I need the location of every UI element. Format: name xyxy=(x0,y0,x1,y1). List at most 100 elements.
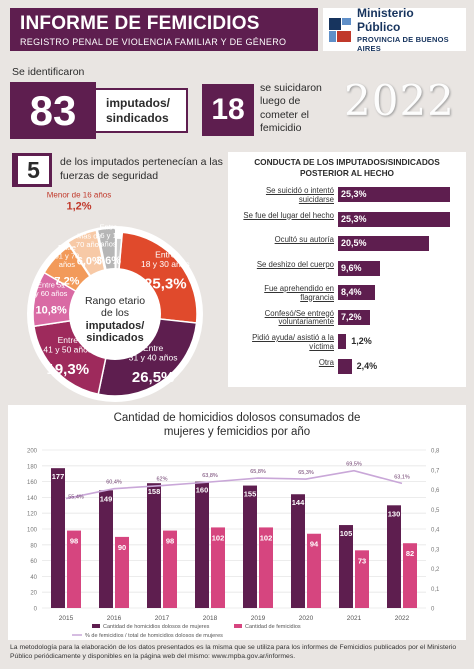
y-tick-left: 180 xyxy=(27,464,38,470)
x-tick: 2020 xyxy=(299,615,314,622)
conduct-label: Se deshizo del cuerpo xyxy=(256,259,334,269)
pie-slice-value: 19,3% xyxy=(47,361,90,378)
conduct-bar: 8,4% xyxy=(338,285,376,300)
y-tick-right: 0,3 xyxy=(431,547,440,553)
pie-slice-label: Entre xyxy=(58,335,79,345)
x-tick: 2022 xyxy=(395,615,410,622)
femicide-bar-label: 98 xyxy=(70,537,78,546)
y-tick-right: 0,6 xyxy=(431,488,440,494)
conduct-bar: 20,5% xyxy=(338,236,429,251)
conduct-value: 2,4% xyxy=(354,358,380,374)
conduct-label: Se fue del lugar del hecho xyxy=(243,210,334,220)
conduct-row: Se deshizo del cuerpo 9,6% xyxy=(228,260,466,278)
legend-label: Cantidad de homicidios dolosos de mujere… xyxy=(103,624,210,630)
y-tick-right: 0,7 xyxy=(431,468,440,474)
homicide-bar xyxy=(339,525,353,608)
femicide-bar xyxy=(115,536,129,608)
legend-label: Cantidad de femicidios xyxy=(245,624,301,630)
femicide-bar xyxy=(211,527,225,608)
conduct-row: Se fue del lugar del hecho 25,3% xyxy=(228,211,466,229)
pie-slice-label: 70 años xyxy=(76,240,103,249)
suicides-count: 18 xyxy=(202,84,254,136)
percentage-label: 55,4% xyxy=(68,495,84,501)
femicide-bar xyxy=(355,550,369,608)
homicide-bar-label: 158 xyxy=(148,487,161,496)
conduct-value: 1,2% xyxy=(349,334,374,349)
percentage-label: 63,1% xyxy=(394,474,410,480)
homicides-chart-card: Cantidad de homicidios dolosos consumado… xyxy=(8,405,466,640)
x-tick: 2021 xyxy=(347,615,362,622)
conduct-title: CONDUCTA DE LOS IMPUTADOS/SINDICADOS POS… xyxy=(228,157,466,179)
report-header: INFORME DE FEMICIDIOS REGISTRO PENAL DE … xyxy=(10,8,318,51)
accused-label: imputados/ sindicados xyxy=(106,95,171,125)
femicide-bar xyxy=(259,527,273,608)
ministry-province: PROVINCIA DE BUENOS AIRES xyxy=(357,35,449,53)
pie-slice-label: 31 y 40 años xyxy=(129,353,178,363)
pie-slice-label: Entre xyxy=(155,249,176,259)
pie-slice-label: Entre 51 xyxy=(37,280,65,289)
y-tick-right: 0,8 xyxy=(431,449,440,455)
pie-center xyxy=(69,268,161,360)
femicide-bar xyxy=(307,533,321,608)
suicides-label: se suicidaron luego de cometer el femici… xyxy=(260,82,322,134)
ministry-emblem-icon xyxy=(329,17,351,42)
homicide-bar-label: 160 xyxy=(196,486,209,495)
percentage-label: 62% xyxy=(156,477,167,483)
pie-slice-value: 10,8% xyxy=(36,304,67,316)
pie-slice-value: 7,2% xyxy=(54,276,79,288)
conduct-row: Confesó/Se entregó voluntariamente 7,2% xyxy=(228,309,466,327)
conduct-value: 20,5% xyxy=(341,238,367,248)
pie-slice-label: Más de xyxy=(77,232,102,241)
percentage-label: 65,3% xyxy=(298,470,314,476)
homicide-bar xyxy=(195,481,209,608)
legend-label: % de femicidios / total de homicidios do… xyxy=(85,633,223,639)
legend-swatch xyxy=(234,624,242,628)
conduct-bar: 25,3% xyxy=(338,187,450,202)
x-tick: 2017 xyxy=(155,615,170,622)
y-tick-left: 0 xyxy=(34,607,38,613)
pie-slice-label: años xyxy=(100,240,117,249)
conduct-value: 25,3% xyxy=(341,189,367,199)
femicide-bar-label: 102 xyxy=(212,533,225,542)
homicides-chart-title: Cantidad de homicidios dolosos consumado… xyxy=(113,412,361,438)
percentage-label: 60,4% xyxy=(106,480,122,486)
homicide-bar-label: 130 xyxy=(388,509,401,518)
ministry-logo: Ministerio Público PROVINCIA DE BUENOS A… xyxy=(323,6,466,53)
femicide-bar xyxy=(67,530,81,608)
conduct-title-line1: CONDUCTA DE LOS IMPUTADOS/SINDICADOS xyxy=(254,157,440,167)
pie-slice-label: Menor de 16 años xyxy=(47,192,112,200)
conduct-label: Fue aprehendido en flagrancia xyxy=(264,284,334,302)
percentage-line xyxy=(65,469,403,500)
pie-center-line3: imputados/ xyxy=(86,320,145,332)
pie-slice-label: 41 y 50 años xyxy=(43,345,92,355)
femicide-bar-label: 73 xyxy=(358,556,366,565)
y-tick-right: 0 xyxy=(431,607,435,613)
conduct-title-line2: POSTERIOR AL HECHO xyxy=(299,168,395,178)
pie-slice-label: Entre xyxy=(58,243,76,252)
homicide-bar-label: 155 xyxy=(244,490,257,499)
conduct-value: 9,6% xyxy=(341,262,362,273)
percentage-label: 69,5% xyxy=(346,462,362,468)
femicide-bar-label: 98 xyxy=(166,537,174,546)
homicide-bar xyxy=(387,505,401,608)
footer-note: La metodología para la elaboración de lo… xyxy=(10,644,457,660)
y-tick-right: 0,2 xyxy=(431,567,440,573)
accused-label-wrap: imputados/ sindicados xyxy=(96,88,188,133)
homicide-bar xyxy=(51,468,65,608)
percentage-label: 65,8% xyxy=(250,469,266,475)
pie-center-line1: Rango etario xyxy=(85,295,145,307)
conduct-label: Se suicidó o intentó suicidarse xyxy=(265,186,334,204)
femicide-bar-label: 102 xyxy=(260,533,273,542)
conduct-value: 25,3% xyxy=(341,213,367,224)
security-label: de los imputados pertenecían a las fuerz… xyxy=(60,156,223,182)
ministry-name: Ministerio Público xyxy=(357,6,414,34)
homicide-bar-label: 105 xyxy=(340,529,353,538)
conduct-row: Fue aprehendido en flagrancia 8,4% xyxy=(228,284,466,302)
pie-slice-value: 6,0% xyxy=(77,256,102,268)
report-subtitle: REGISTRO PENAL DE VIOLENCIA FAMILIAR Y D… xyxy=(20,37,287,47)
femicide-bar-label: 94 xyxy=(310,540,319,549)
conduct-label: Otra xyxy=(318,357,334,367)
y-tick-left: 60 xyxy=(30,559,37,565)
y-tick-right: 0,1 xyxy=(431,587,440,593)
conduct-bar: 9,6% xyxy=(338,260,381,276)
